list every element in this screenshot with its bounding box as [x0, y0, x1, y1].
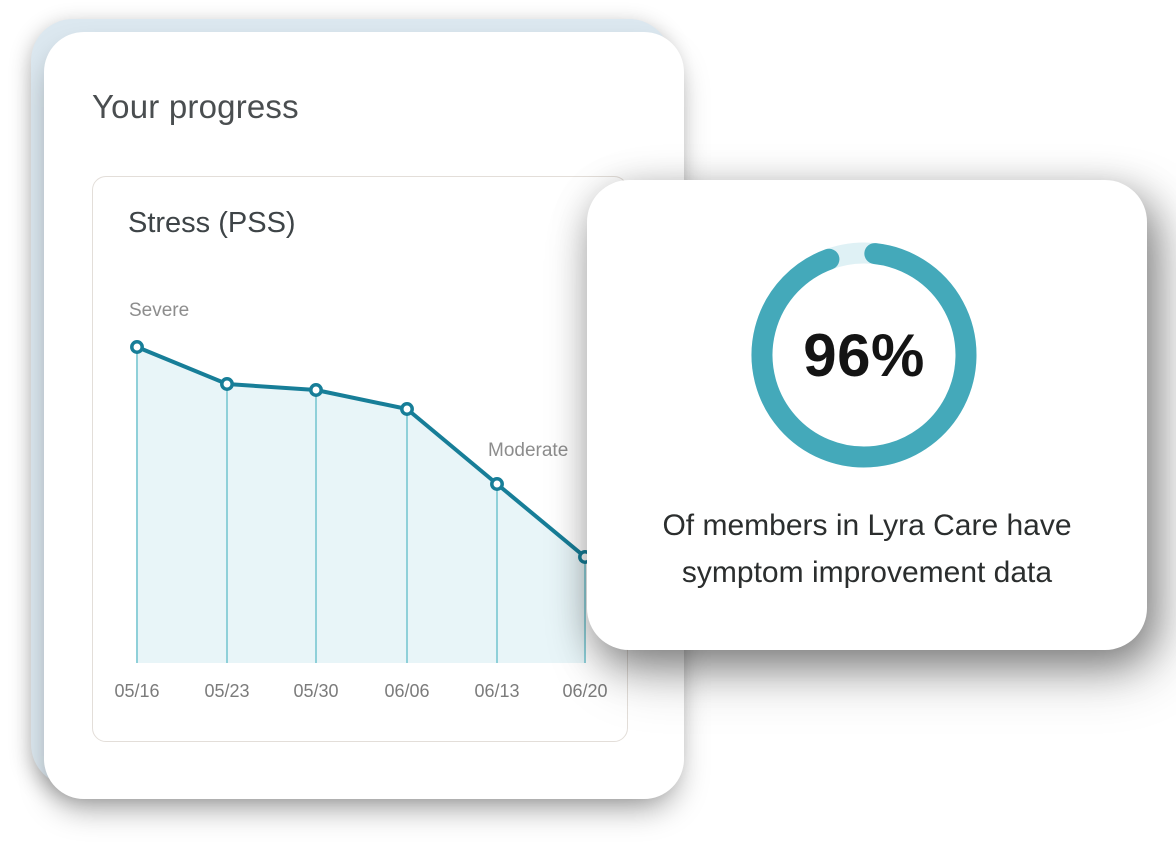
- x-axis-label: 05/30: [293, 681, 339, 701]
- progress-card: Your progress Stress (PSS) Severe Modera…: [44, 32, 684, 799]
- x-axis-label: 06/06: [384, 681, 430, 701]
- stat-caption: Of members in Lyra Care have symptom imp…: [662, 509, 1072, 589]
- data-point-marker: [220, 377, 234, 391]
- data-point-marker: [490, 477, 504, 491]
- chart-title: Stress (PSS): [128, 207, 296, 239]
- x-axis-label: 05/23: [204, 681, 250, 701]
- stat-card: 96% Of members in Lyra Care have symptom…: [587, 180, 1147, 650]
- data-point-marker: [130, 340, 144, 354]
- severity-label-severe: Severe: [129, 300, 190, 321]
- progress-ring: [751, 242, 977, 468]
- x-axis-label: 05/16: [114, 681, 160, 701]
- progress-card-title: Your progress: [92, 88, 299, 125]
- data-point-marker: [309, 383, 323, 397]
- x-axis: 05/16 05/23 05/30 06/06 06/13 06/20: [93, 177, 627, 741]
- x-axis-label: 06/20: [562, 681, 608, 701]
- data-point-marker: [400, 402, 414, 416]
- stress-chart-card: Stress (PSS) Severe Moderate 05/16 05/23 0…: [92, 176, 628, 742]
- stress-line-chart: [130, 340, 592, 663]
- x-axis-label: 06/13: [474, 681, 520, 701]
- severity-label-moderate: Moderate: [488, 440, 569, 461]
- percent-value: 96%: [803, 321, 925, 389]
